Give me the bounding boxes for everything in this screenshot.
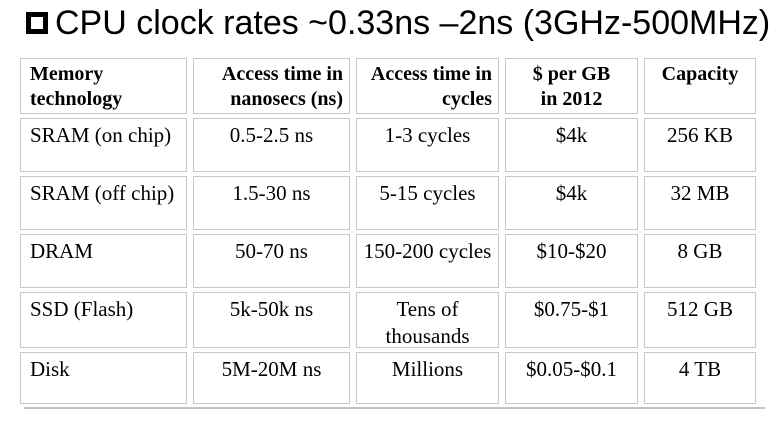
slide-title: CPU clock rates ~0.33ns –2ns (3GHz-500MH… [26,4,770,43]
cell-technology: SRAM (on chip) [20,118,187,172]
column-header-capacity: Capacity [644,58,756,114]
column-header-access-time-cycles: Access time in cycles [356,58,499,114]
cell-access-time-ns: 0.5-2.5 ns [193,118,350,172]
cell-price-per-gb: $0.05-$0.1 [505,352,638,404]
table-bottom-shadow [24,407,765,409]
cell-access-time-cycles: 1-3 cycles [356,118,499,172]
slide-title-text: CPU clock rates ~0.33ns –2ns (3GHz-500MH… [55,4,771,42]
cell-capacity: 512 GB [644,292,756,348]
cell-access-time-cycles: Tens of thousands [356,292,499,348]
cell-access-time-cycles: 5-15 cycles [356,176,499,230]
cell-access-time-ns: 5M-20M ns [193,352,350,404]
cell-access-time-cycles: 150-200 cycles [356,234,499,288]
cell-technology: SRAM (off chip) [20,176,187,230]
cell-capacity: 4 TB [644,352,756,404]
column-header-access-time-ns: Access time in nanosecs (ns) [193,58,350,114]
cell-access-time-ns: 1.5-30 ns [193,176,350,230]
cell-access-time-cycles: Millions [356,352,499,404]
cell-technology: DRAM [20,234,187,288]
cell-price-per-gb: $4k [505,118,638,172]
cell-technology: SSD (Flash) [20,292,187,348]
cell-price-per-gb: $10-$20 [505,234,638,288]
cell-capacity: 256 KB [644,118,756,172]
cell-access-time-ns: 5k-50k ns [193,292,350,348]
cell-capacity: 32 MB [644,176,756,230]
cell-price-per-gb: $0.75-$1 [505,292,638,348]
cell-access-time-ns: 50-70 ns [193,234,350,288]
column-header-price-per-gb: $ per GB in 2012 [505,58,638,114]
column-header-memory-technology: Memory technology [20,58,187,114]
memory-technology-table: Memory technology Access time in nanosec… [20,58,756,404]
square-bullet-icon [26,12,48,34]
cell-technology: Disk [20,352,187,404]
cell-price-per-gb: $4k [505,176,638,230]
cell-capacity: 8 GB [644,234,756,288]
